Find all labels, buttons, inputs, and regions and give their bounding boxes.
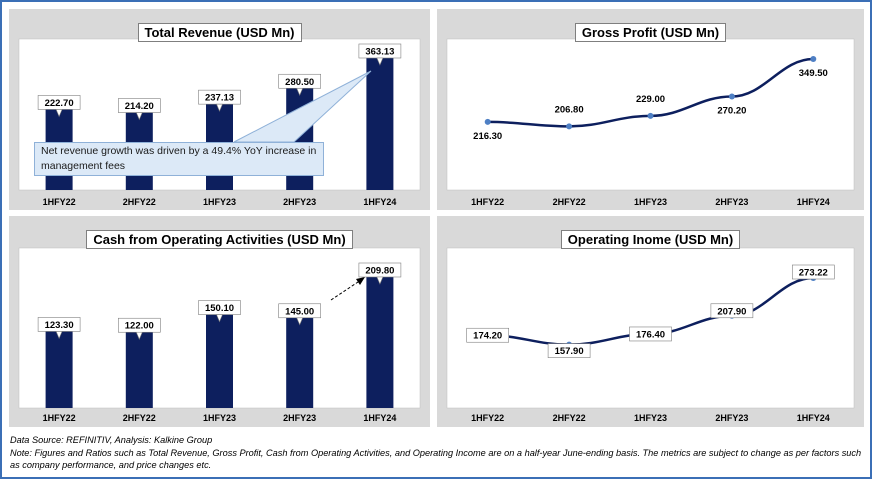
bar-1HFY22: [45, 330, 73, 408]
svg-text:237.13: 237.13: [205, 93, 234, 104]
chart-title: Gross Profit (USD Mn): [574, 23, 727, 42]
operating-income-title-box: Operating Inome (USD Mn): [437, 230, 864, 249]
total-revenue-title-box: Total Revenue (USD Mn): [9, 23, 430, 42]
x-tick-label: 1HFY22: [471, 413, 504, 423]
svg-text:145.00: 145.00: [285, 306, 314, 317]
data-label: 216.30: [473, 131, 502, 142]
svg-text:122.00: 122.00: [125, 321, 154, 332]
x-tick-label: 2HFY22: [553, 197, 586, 207]
x-tick-label: 1HFY23: [634, 197, 667, 207]
operating-income-panel: 1HFY22 2HFY22 1HFY23 2HFY23 1HFY24 174.20 157.…: [437, 216, 864, 427]
x-tick-label: 2HFY22: [123, 197, 156, 207]
data-label: 273.22: [791, 264, 835, 280]
x-tick-label: 1HFY22: [43, 197, 76, 207]
x-tick-label: 2HFY23: [715, 197, 748, 207]
svg-text:207.90: 207.90: [717, 306, 746, 317]
bar-1HFY24: [366, 57, 394, 190]
cash-from-operations-chart: 1HFY22 2HFY22 1HFY23 2HFY23 1HFY24 123.30 122.…: [18, 247, 421, 423]
x-tick-label: 1HFY23: [203, 197, 236, 207]
x-tick-label: 1HFY23: [634, 413, 667, 423]
bar-1HFY23: [206, 313, 233, 408]
data-label: 176.40: [629, 326, 672, 342]
x-tick-label: 2HFY22: [553, 413, 586, 423]
data-label: 207.90: [710, 303, 754, 319]
chart-title: Operating Inome (USD Mn): [560, 230, 741, 249]
data-label: 150.10: [198, 300, 241, 323]
svg-text:273.22: 273.22: [799, 268, 828, 279]
data-label: 123.30: [37, 317, 81, 340]
data-label: 349.50: [799, 68, 828, 79]
x-tick-label: 1HFY24: [363, 197, 396, 207]
gross-profit-chart: 1HFY22 2HFY22 1HFY23 2HFY23 1HFY24 216.30 206.…: [446, 38, 855, 207]
data-label: 174.20: [466, 327, 510, 343]
data-label: 145.00: [278, 303, 322, 326]
bar-1HFY24: [366, 276, 394, 408]
growth-arrowhead: [356, 277, 365, 285]
data-label: 209.80: [358, 262, 402, 285]
data-label: 229.00: [636, 94, 665, 105]
total-revenue-panel: 1HFY22 2HFY22 1HFY23 2HFY23 1HFY24 222.70 214.…: [9, 9, 430, 210]
data-label: 363.13: [358, 43, 402, 66]
x-tick-label: 2HFY23: [283, 413, 316, 423]
svg-text:222.70: 222.70: [45, 98, 74, 109]
data-point-2HFY23: [728, 93, 735, 100]
svg-text:174.20: 174.20: [473, 331, 502, 342]
cash-from-operations-title-box: Cash from Operating Activities (USD Mn): [9, 230, 430, 249]
growth-arrow: [330, 279, 362, 301]
x-tick-label: 1HFY24: [363, 413, 396, 423]
data-label: 270.20: [717, 105, 746, 116]
footer: Data Source: REFINITIV, Analysis: Kalkin…: [10, 434, 866, 472]
bar-2HFY22: [125, 331, 153, 408]
x-tick-label: 2HFY23: [283, 197, 316, 207]
footnote: Note: Figures and Ratios such as Total R…: [10, 447, 862, 471]
data-label: 280.50: [278, 73, 322, 97]
data-label: 206.80: [555, 104, 584, 115]
svg-text:150.10: 150.10: [205, 303, 234, 314]
operating-income-chart: 1HFY22 2HFY22 1HFY23 2HFY23 1HFY24 174.20 157.…: [446, 247, 855, 423]
svg-text:176.40: 176.40: [636, 329, 665, 340]
x-tick-label: 2HFY23: [715, 413, 748, 423]
data-point-2HFY22: [566, 123, 573, 130]
svg-text:157.90: 157.90: [555, 346, 584, 357]
data-label: 214.20: [118, 98, 161, 121]
data-label: 237.13: [198, 89, 241, 112]
svg-text:209.80: 209.80: [365, 266, 394, 277]
data-source: Data Source: REFINITIV, Analysis: Kalkin…: [10, 435, 213, 445]
x-tick-label: 1HFY24: [797, 197, 830, 207]
svg-text:363.13: 363.13: [365, 47, 394, 58]
svg-text:280.50: 280.50: [285, 77, 314, 88]
cash-from-operations-panel: 1HFY22 2HFY22 1HFY23 2HFY23 1HFY24 123.30 122.…: [9, 216, 430, 427]
x-tick-label: 1HFY24: [797, 413, 830, 423]
svg-text:214.20: 214.20: [125, 101, 154, 112]
x-tick-label: 1HFY23: [203, 413, 236, 423]
data-label: 222.70: [37, 95, 81, 118]
x-tick-label: 1HFY22: [43, 413, 76, 423]
data-point-1HFY24: [810, 56, 817, 62]
revenue-annotation: Net revenue growth was driven by a 49.4%…: [34, 142, 324, 176]
data-label: 157.90: [547, 343, 591, 358]
x-tick-label: 1HFY22: [471, 197, 504, 207]
bar-2HFY23: [286, 316, 314, 408]
data-label: 122.00: [118, 317, 161, 341]
chart-title: Total Revenue (USD Mn): [137, 23, 302, 42]
svg-text:123.30: 123.30: [45, 320, 74, 331]
x-tick-label: 2HFY22: [123, 413, 156, 423]
gross-profit-panel: 1HFY22 2HFY22 1HFY23 2HFY23 1HFY24 216.30 206.…: [437, 9, 864, 210]
chart-title: Cash from Operating Activities (USD Mn): [86, 230, 353, 249]
data-point-1HFY22: [484, 118, 491, 125]
gross-profit-title-box: Gross Profit (USD Mn): [437, 23, 864, 42]
data-point-1HFY23: [647, 112, 654, 119]
